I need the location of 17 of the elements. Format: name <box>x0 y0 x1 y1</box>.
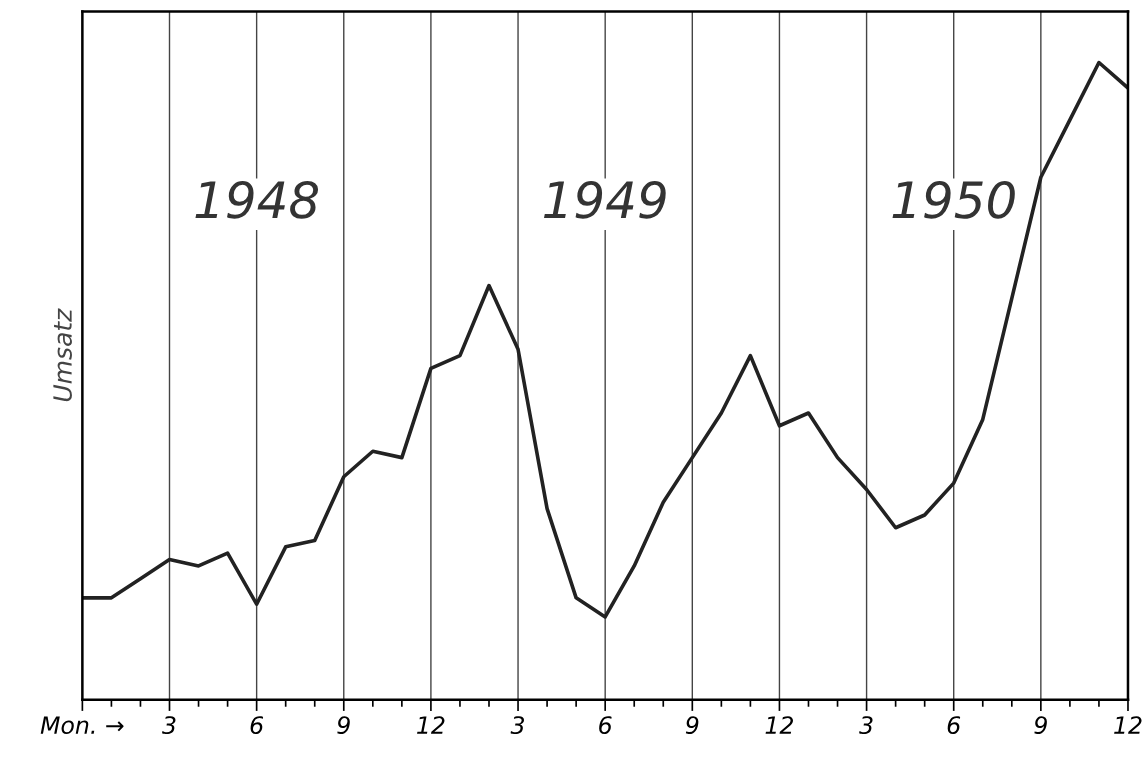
annotation: 1949 <box>544 180 666 219</box>
x-tick-label: 9 <box>685 716 699 735</box>
annotation: 1948 <box>195 180 319 219</box>
x-tick-label: 12 <box>417 716 445 734</box>
x-tick-label: 12 <box>765 716 793 734</box>
x-tick-label: 3 <box>162 716 176 735</box>
x-tick-label: 6 <box>947 716 961 735</box>
x-tick-label: 9 <box>337 716 350 735</box>
x-tick-label: 6 <box>250 716 264 735</box>
x-tick-label: Mon. → <box>40 716 124 735</box>
x-tick-label: 6 <box>599 716 612 735</box>
x-tick-label: 12 <box>1114 716 1142 734</box>
x-tick-label: 3 <box>510 716 525 735</box>
x-tick-label: 9 <box>1034 716 1047 735</box>
x-tick-label: 3 <box>859 716 873 735</box>
annotation: 1950 <box>892 180 1015 219</box>
y-axis-title: Umsatz <box>53 308 72 402</box>
